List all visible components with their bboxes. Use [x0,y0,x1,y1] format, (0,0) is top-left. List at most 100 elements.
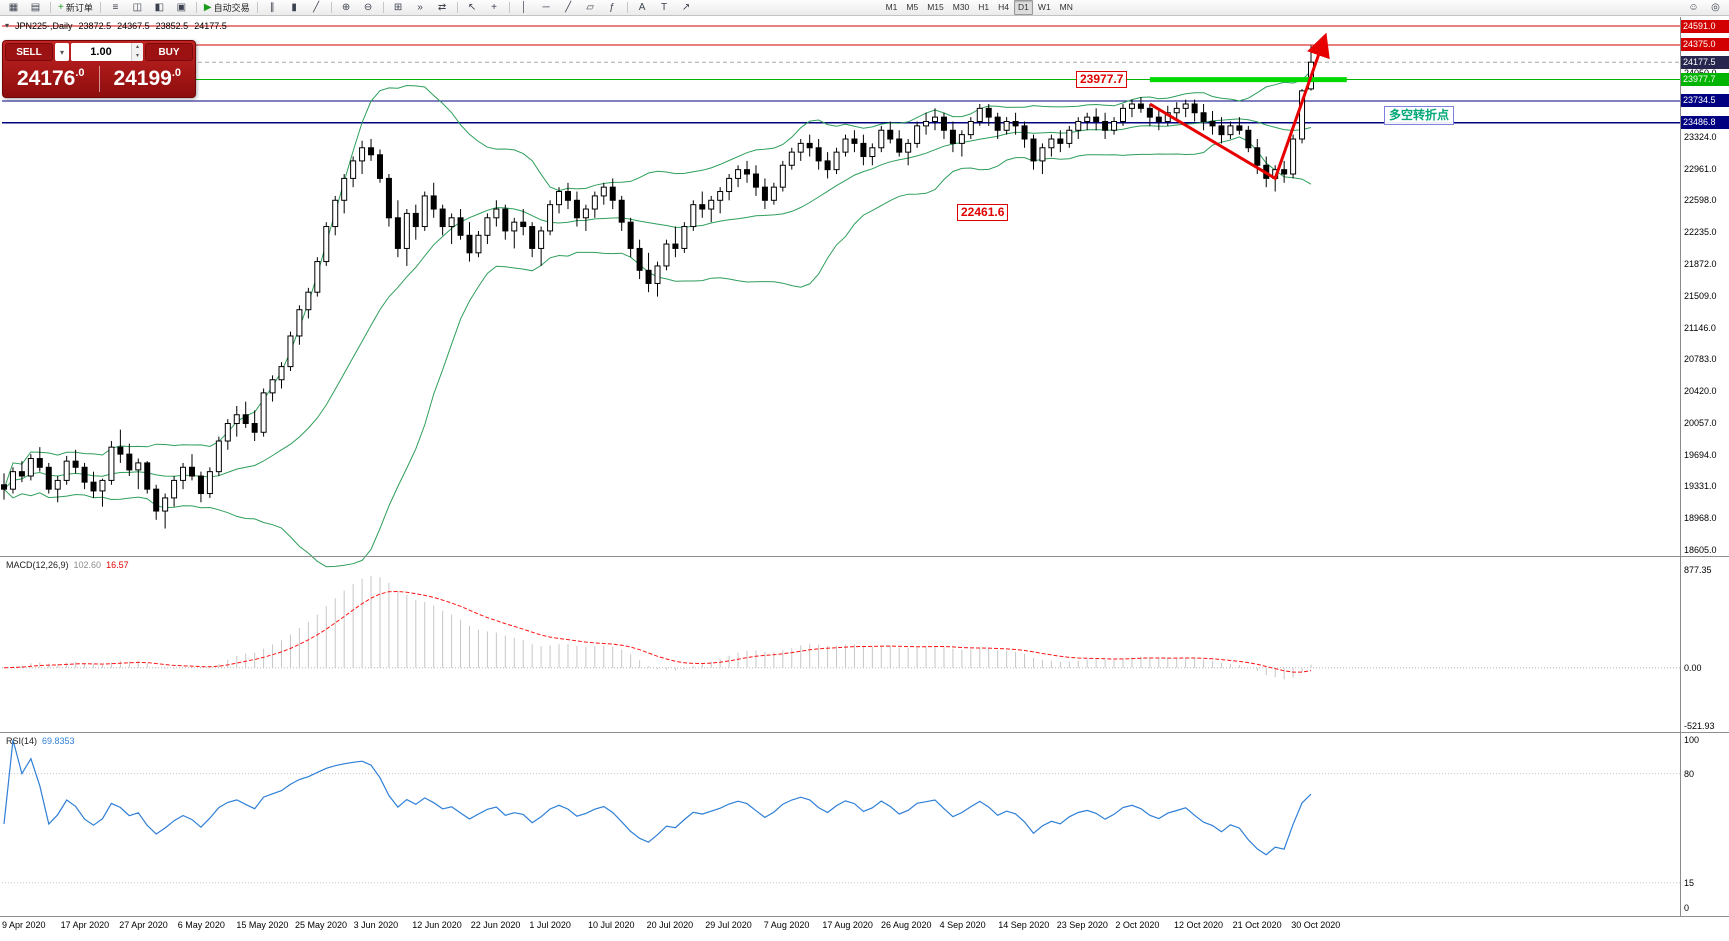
candlestick-chart-icon[interactable]: ▮ [291,1,297,13]
fibonacci-icon[interactable]: ƒ [609,1,615,13]
candle [824,160,831,171]
volume-stepper: ▴ ▾ [131,43,143,61]
zoom-out-icon[interactable]: ⊖ [363,1,373,13]
search-icon[interactable]: ◎ [1711,2,1720,13]
volume-increase-button[interactable]: ▴ [132,43,143,52]
line-chart-icon[interactable]: ╱ [313,1,320,13]
candle [1111,121,1118,131]
candle [296,309,303,337]
new-chart-icon[interactable]: ▦ [8,1,19,13]
open-value: 23872.5 [78,21,112,31]
chart-shift-icon[interactable]: ⇄ [437,1,447,13]
timeframe-h1[interactable]: H1 [978,2,990,12]
candle [233,414,240,425]
candle [940,116,947,131]
autotrading-button[interactable]: ▶ 自动交易 [203,1,250,13]
community-icon[interactable]: ☺ [1688,2,1699,13]
candle [403,212,410,249]
cursor-icon[interactable]: ↖ [467,1,477,13]
candle [761,186,768,201]
candle [394,217,401,249]
chevron-down-icon: ▾ [59,47,64,57]
candle [466,234,473,254]
timeframe-m15[interactable]: M15 [927,2,944,12]
toolbar-separator [195,2,197,13]
candle [520,221,527,228]
tile-windows-icon[interactable]: ⊞ [393,1,403,13]
candle [556,191,563,206]
macd-histogram [12,576,1312,680]
candle [797,142,804,153]
label-icon[interactable]: T [661,1,668,13]
sell-button[interactable]: SELL [5,43,53,61]
candlesticks [1,45,1314,529]
trend-arrow-object[interactable] [1149,32,1330,181]
candle [1093,116,1100,123]
toolbar-separator [256,2,258,13]
text-icon[interactable]: A [638,1,646,13]
auto-scroll-icon[interactable]: » [417,1,423,13]
candle [788,151,795,166]
candle [708,199,715,210]
channel-icon[interactable]: ▱ [586,1,594,13]
volume-input[interactable] [71,43,131,61]
timeframe-w1[interactable]: W1 [1037,2,1051,12]
candle [618,199,625,223]
candle [1146,107,1153,118]
candle [1290,138,1297,175]
candle [636,247,643,271]
buy-price[interactable]: 24199 .0 [113,67,182,90]
main-macd-divider[interactable] [0,556,1729,557]
volume-decrease-button[interactable]: ▾ [132,52,143,61]
data-window-icon[interactable]: ◫ [132,1,143,13]
candle [502,208,509,232]
candle [744,169,751,175]
candle [681,226,688,249]
navigator-icon[interactable]: ◧ [154,1,165,13]
candle [153,488,160,512]
candle [949,129,956,144]
terminal-icon[interactable]: ▣ [176,1,187,13]
crosshair-icon[interactable]: + [491,1,497,13]
support-price-label-object[interactable]: 22461.6 [957,204,1009,221]
candle [63,460,70,481]
high-value: 24367.5 [117,21,150,31]
candle [412,212,419,228]
market-watch-icon[interactable]: ≡ [112,1,119,13]
bar-chart-icon[interactable]: ∥ [269,1,275,13]
toolbar-right-icons: ☺ ◎ [1683,0,1726,16]
arrow-tools-icon[interactable]: ↗ [681,1,691,13]
one-click-collapse-icon[interactable]: ▾ [5,21,10,30]
candle [457,217,464,236]
profiles-icon[interactable]: ▤ [30,1,41,13]
vertical-line-icon[interactable]: │ [520,1,528,13]
zoom-in-icon[interactable]: ⊕ [341,1,351,13]
timeframe-m1[interactable]: M1 [885,2,898,12]
buy-button[interactable]: BUY [145,43,193,61]
candle [45,466,52,490]
candle [1191,103,1198,114]
candle [582,208,589,219]
timeframe-mn[interactable]: MN [1059,2,1073,12]
timeframe-d1[interactable]: D1 [1014,0,1033,15]
candle [1120,107,1127,123]
timeframe-h4[interactable]: H4 [998,2,1010,12]
candle [126,453,133,471]
candle [1021,125,1028,140]
trendline-icon[interactable]: ╱ [565,1,572,13]
turning-point-note-object[interactable]: 多空转折点 [1384,106,1455,125]
candle [932,116,939,123]
horizontal-line-icon[interactable]: ─ [542,1,550,13]
one-click-trading-panel: SELL ▾ ▴ ▾ BUY 24176 .0 [2,40,196,98]
price-label-object[interactable]: 23977.7 [1076,71,1128,88]
candle [914,125,921,144]
macd-rsi-divider[interactable] [0,732,1729,733]
sell-price[interactable]: 24176 .0 [16,67,85,90]
candle [269,379,276,394]
timeframe-m30[interactable]: M30 [952,2,970,12]
order-options-dropdown[interactable]: ▾ [55,43,69,61]
new-order-button[interactable]: + 新订单 [58,1,93,13]
timeframe-m5[interactable]: M5 [906,2,919,12]
